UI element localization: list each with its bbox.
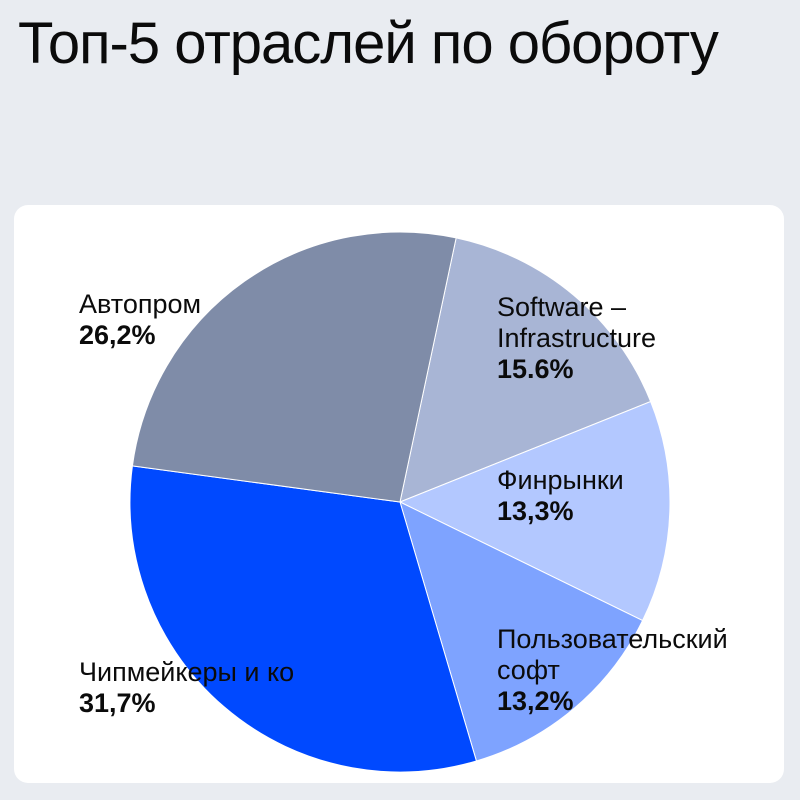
pie-slice — [399, 237, 652, 503]
slice-label: Software – — [497, 292, 626, 322]
pie-slice — [129, 465, 478, 773]
slice-label: Чипмейкеры и ко — [79, 657, 294, 687]
slice-label: Финрынки — [497, 465, 624, 495]
slice-value-label: 31,7% — [79, 688, 156, 718]
pie-slice — [399, 501, 644, 762]
chart-title: Топ-5 отраслей по обороту — [18, 11, 719, 76]
slice-label: Автопром — [79, 289, 201, 319]
slice-label: софт — [497, 655, 560, 685]
slice-value-label: 13,3% — [497, 496, 574, 526]
pie-slice — [398, 400, 671, 622]
pie-slice — [131, 231, 457, 503]
slice-value-label: 26,2% — [79, 320, 156, 350]
slice-value-label: 15.6% — [497, 354, 574, 384]
slice-label: Infrastructure — [497, 323, 656, 353]
slice-value-label: 13,2% — [497, 686, 574, 716]
slice-label: Пользовательский — [497, 624, 728, 654]
